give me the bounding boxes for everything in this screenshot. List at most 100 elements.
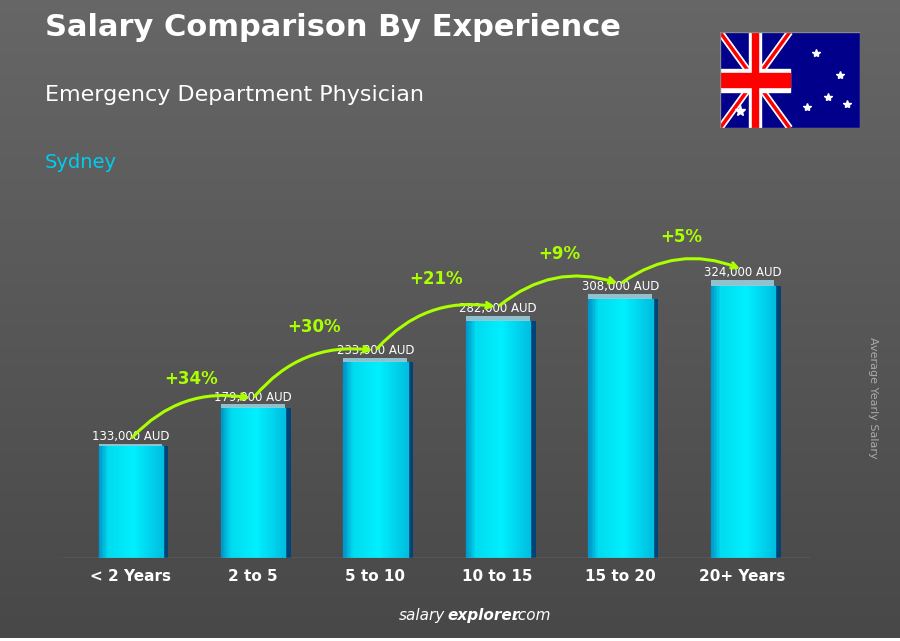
Bar — [751, 286, 752, 558]
Bar — [504, 321, 507, 558]
Bar — [525, 321, 527, 558]
Bar — [508, 321, 509, 558]
Bar — [514, 321, 516, 558]
Bar — [0, 248, 900, 251]
Bar — [0, 441, 900, 443]
Bar — [0, 200, 900, 203]
Bar — [278, 408, 281, 558]
Bar — [0, 478, 900, 481]
Bar — [498, 321, 500, 558]
Bar — [0, 343, 900, 345]
Bar — [396, 362, 398, 558]
Text: +30%: +30% — [287, 318, 341, 336]
Bar — [0, 619, 900, 621]
Bar — [348, 362, 350, 558]
Bar — [0, 288, 900, 290]
Bar — [0, 415, 900, 418]
Bar — [377, 362, 379, 558]
Text: +5%: +5% — [661, 228, 702, 246]
Bar — [0, 351, 900, 353]
Bar — [0, 603, 900, 606]
Bar — [270, 408, 273, 558]
Bar — [0, 5, 900, 8]
Bar — [110, 446, 112, 558]
Bar — [636, 299, 638, 558]
Bar — [0, 418, 900, 420]
Bar — [0, 146, 900, 147]
Bar — [0, 508, 900, 511]
Bar — [0, 588, 900, 591]
Bar — [379, 362, 381, 558]
Bar — [0, 483, 900, 486]
Bar — [0, 453, 900, 456]
Bar — [374, 362, 376, 558]
Bar — [0, 223, 900, 226]
Bar — [730, 286, 732, 558]
Bar — [0, 335, 900, 338]
Bar — [0, 122, 900, 125]
Bar — [153, 446, 155, 558]
Bar — [0, 506, 900, 508]
Bar — [0, 121, 900, 122]
Bar — [257, 408, 260, 558]
Bar — [112, 446, 113, 558]
Bar — [603, 299, 605, 558]
Bar — [0, 578, 900, 581]
Bar — [263, 408, 265, 558]
Bar — [274, 408, 275, 558]
Bar — [752, 32, 758, 128]
Text: .com: .com — [513, 608, 551, 622]
Bar — [0, 348, 900, 351]
Bar — [0, 67, 900, 70]
Bar — [353, 362, 356, 558]
Bar — [0, 494, 900, 495]
Bar — [0, 238, 900, 240]
Bar — [479, 321, 481, 558]
Bar — [0, 175, 900, 178]
Bar — [0, 283, 900, 285]
Bar — [622, 299, 624, 558]
Bar — [493, 321, 495, 558]
Bar — [0, 463, 900, 466]
Bar — [0, 72, 900, 75]
Bar — [747, 286, 750, 558]
Bar — [0, 45, 900, 47]
Bar — [0, 513, 900, 516]
Bar — [717, 286, 719, 558]
Bar — [590, 299, 592, 558]
Bar — [0, 383, 900, 386]
Bar — [474, 321, 476, 558]
Bar — [0, 183, 900, 185]
Bar — [392, 362, 393, 558]
Bar — [641, 299, 644, 558]
Bar — [0, 205, 900, 208]
Bar — [0, 376, 900, 378]
Bar — [0, 601, 900, 603]
Bar — [720, 73, 790, 87]
Bar — [129, 446, 131, 558]
Bar — [0, 576, 900, 578]
Bar — [0, 80, 900, 83]
Bar — [0, 328, 900, 331]
Bar — [765, 286, 767, 558]
Bar — [724, 286, 725, 558]
Bar — [757, 286, 760, 558]
Bar — [0, 536, 900, 538]
Bar — [736, 286, 739, 558]
Bar — [0, 113, 900, 115]
Bar — [0, 228, 900, 230]
Text: +34%: +34% — [165, 370, 219, 388]
Bar — [0, 503, 900, 506]
Bar — [651, 299, 652, 558]
Bar — [116, 446, 118, 558]
Bar — [105, 446, 107, 558]
Bar — [0, 544, 900, 546]
Bar — [0, 281, 900, 283]
Bar — [0, 33, 900, 35]
Bar — [0, 265, 900, 268]
Bar — [280, 408, 282, 558]
Bar — [365, 362, 368, 558]
Bar — [0, 110, 900, 113]
Bar — [0, 594, 900, 596]
Bar — [118, 446, 120, 558]
